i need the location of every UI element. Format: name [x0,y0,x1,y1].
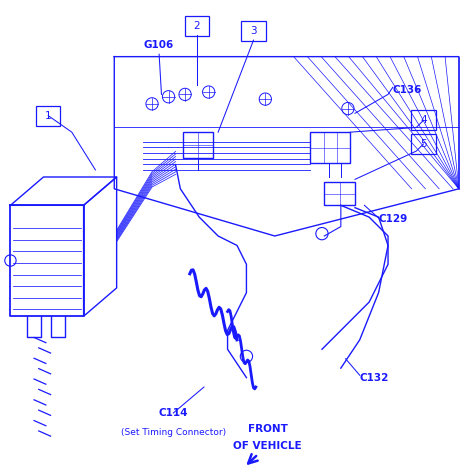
Text: 1: 1 [45,110,52,121]
Bar [310,132,350,163]
Text: OF VEHICLE: OF VEHICLE [233,441,302,451]
Text: (Set Timing Connector): (Set Timing Connector) [121,428,226,437]
Text: 2: 2 [193,21,200,31]
Bar [36,106,61,126]
Text: G106: G106 [144,40,174,50]
Text: 5: 5 [420,139,427,149]
Bar [411,110,436,130]
Text: C129: C129 [379,214,408,225]
Text: FRONT: FRONT [248,424,288,434]
Text: 3: 3 [250,25,257,36]
Text: C136: C136 [393,84,422,95]
Bar [184,16,209,36]
Bar [241,21,266,41]
Text: C114: C114 [158,408,188,418]
Bar [411,134,436,154]
Bar [324,182,355,205]
Text: C132: C132 [360,372,389,383]
Bar [182,132,213,158]
Text: 4: 4 [420,115,427,126]
